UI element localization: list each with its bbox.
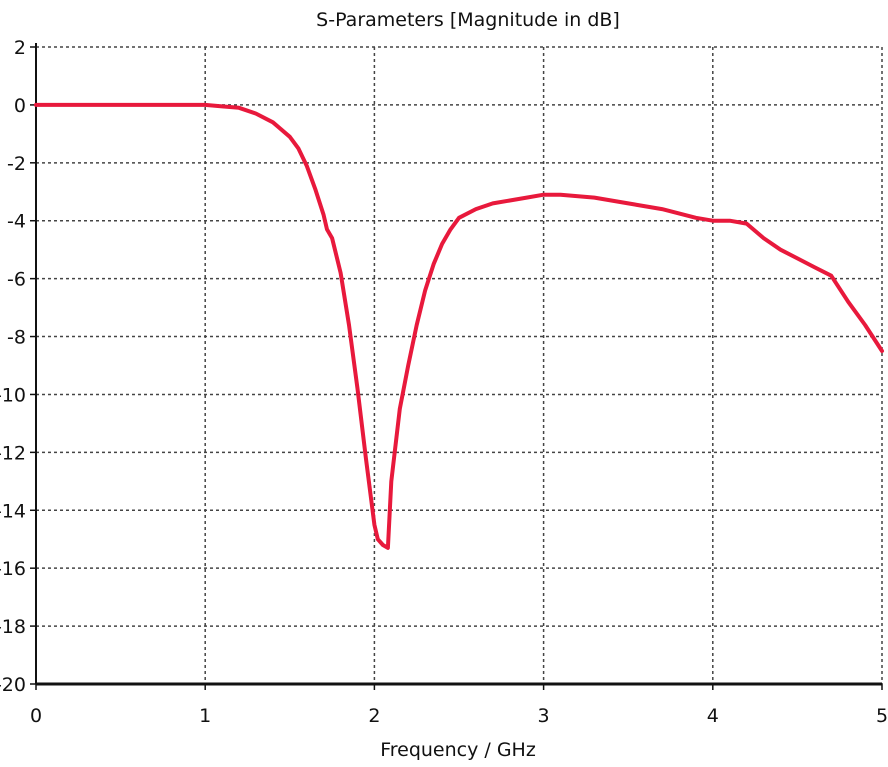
y-tick-label-1: 0	[14, 95, 26, 117]
y-tick-label-9: -16	[0, 558, 26, 580]
y-tick-label-10: -18	[0, 616, 26, 638]
x-tick-label-0: 0	[30, 705, 42, 727]
y-tick-label-7: -12	[0, 442, 26, 464]
x-tick-label-3: 3	[538, 705, 550, 727]
y-tick-label-4: -6	[7, 269, 26, 291]
y-tick-label-3: -4	[7, 211, 26, 233]
tick-labels: 0 1 2 3 4 5 2 0 -2 -4 -6 -8 -10 -12 -14 -16 -18 -20	[0, 37, 888, 727]
x-tick-label-5: 5	[876, 705, 888, 727]
chart-title: S-Parameters [Magnitude in dB]	[316, 9, 620, 31]
x-tick-label-4: 4	[707, 705, 719, 727]
y-tick-label-8: -14	[0, 500, 26, 522]
series-lines	[34, 102, 884, 550]
x-tick-label-1: 1	[199, 705, 211, 727]
y-tick-label-5: -8	[7, 327, 26, 349]
axes	[30, 43, 883, 690]
y-tick-label-6: -10	[0, 384, 26, 406]
x-axis-label: Frequency / GHz	[380, 739, 536, 761]
y-tick-label-11: -20	[0, 674, 26, 696]
x-tick-label-2: 2	[368, 705, 380, 727]
series-line-0	[34, 102, 884, 550]
y-tick-label-2: -2	[7, 153, 26, 175]
y-tick-label-0: 2	[14, 37, 26, 59]
